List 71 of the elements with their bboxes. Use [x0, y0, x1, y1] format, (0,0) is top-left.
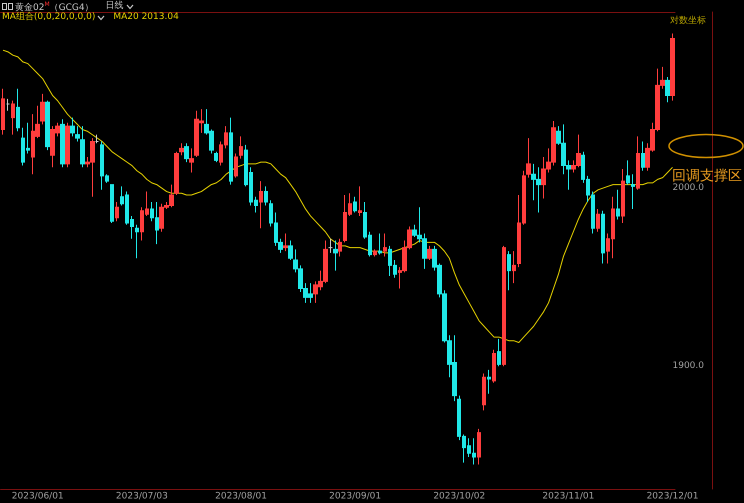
candlestick [229, 117, 233, 186]
candlestick [264, 186, 268, 206]
candlestick [80, 126, 85, 168]
candlestick [40, 93, 45, 125]
candlestick [328, 238, 333, 254]
line-series [2, 50, 674, 344]
annotation: MA组合(0,0,20,0,0,0) [2, 12, 96, 23]
candlestick [641, 140, 645, 172]
y-tick-label: 2000.0 [672, 183, 704, 194]
annotation: 回调支撑区 [672, 167, 742, 184]
text: 日线 [106, 1, 124, 12]
candlestick [179, 142, 184, 156]
candlestick [482, 373, 486, 411]
x-tick-label: 2023/10/02 [433, 492, 486, 502]
candlestick [487, 369, 491, 394]
candlestick [507, 250, 511, 291]
candlestick [427, 245, 432, 260]
x-tick-label: 2023/06/01 [12, 492, 64, 502]
x-tick-label: 2023/07/03 [116, 492, 168, 502]
candlestick [234, 153, 238, 178]
candlestick [670, 33, 675, 102]
candlestick [338, 238, 342, 257]
candlestick [616, 189, 620, 220]
candlestick [512, 250, 516, 284]
candlestick [626, 160, 630, 186]
annotation: 对数坐标 [670, 14, 706, 27]
candlestick [110, 184, 114, 224]
candlestick [214, 151, 218, 163]
candlestick [45, 100, 50, 151]
x-tick-label: 2023/09/01 [329, 492, 382, 502]
x-tick-label: 2023/11/01 [542, 492, 594, 502]
candlestick [11, 100, 15, 136]
candlestick [259, 180, 263, 229]
candlestick [353, 196, 357, 213]
candlestick [283, 233, 288, 252]
candlestick [70, 117, 75, 137]
candlestick [526, 138, 531, 178]
candlestick [378, 233, 382, 256]
candlestick [477, 428, 481, 465]
candlestick [497, 338, 501, 367]
candlestick [75, 126, 80, 142]
candlestick [333, 240, 338, 272]
candlestick [6, 98, 10, 112]
candlestick [65, 122, 70, 168]
x-tick-label: 2023/08/01 [215, 492, 267, 502]
candlestick [184, 142, 189, 163]
candlestick [135, 224, 139, 259]
candlestick [60, 118, 65, 168]
x-tick-label: 2023/12/01 [646, 492, 698, 502]
y-tick-label: 1900.0 [672, 361, 704, 372]
candlestick [189, 148, 194, 173]
candlestick [601, 210, 605, 264]
chart-title: 黄金02$^{M}$（GCG4） [15, 0, 94, 13]
candlestick [596, 208, 600, 232]
candlestick [631, 174, 635, 210]
candlestick [358, 186, 362, 216]
candlestick [621, 168, 625, 224]
candlestick [288, 240, 293, 260]
candlestick [383, 233, 387, 257]
candlestick [636, 136, 640, 190]
candlestick [16, 88, 20, 132]
candlestick [1, 88, 5, 136]
candlestick [373, 248, 377, 257]
annotation: MA20 2013.04 [113, 12, 179, 23]
candlestick [115, 201, 119, 222]
candlestick [492, 349, 496, 384]
candlestick [665, 76, 670, 103]
candlestick [502, 245, 506, 367]
candlestick [239, 136, 243, 160]
candlestick [95, 134, 99, 144]
candlestick [174, 151, 179, 196]
